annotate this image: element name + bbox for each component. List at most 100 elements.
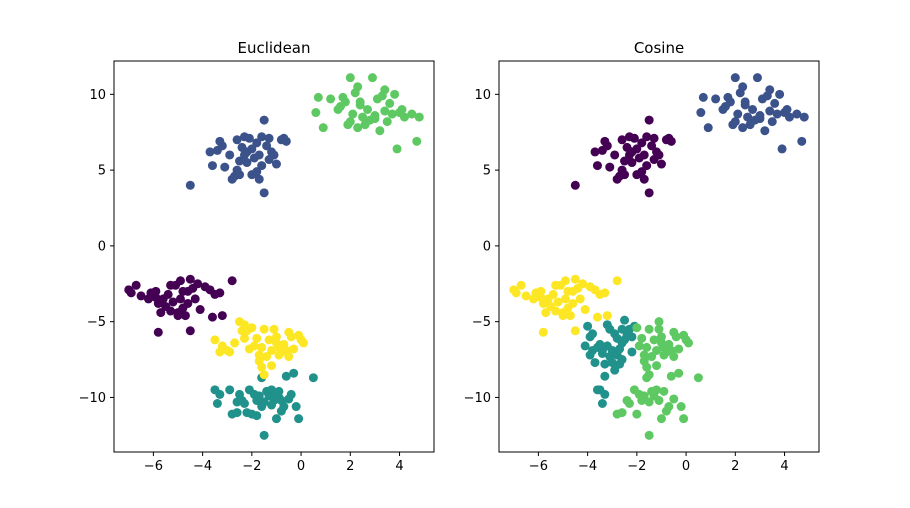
scatter-point (205, 147, 215, 157)
x-tick-label: 0 (297, 459, 305, 474)
scatter-point (392, 144, 402, 154)
scatter-point (639, 350, 649, 360)
scatter-point (738, 82, 748, 92)
scatter-point (765, 85, 775, 95)
scatter-point (232, 397, 242, 407)
scatter-point (294, 414, 304, 424)
y-tick-label: −5 (472, 315, 491, 330)
scatter-point (156, 308, 166, 318)
scatter-point (799, 112, 809, 122)
x-tick-label: 4 (395, 459, 403, 474)
y-tick-label: 5 (98, 164, 106, 179)
axes-frame (498, 60, 820, 453)
scatter-point (143, 294, 153, 304)
scatter-point (257, 402, 267, 412)
scatter-point (220, 162, 230, 172)
y-tick-label: 10 (89, 88, 106, 103)
scatter-point (175, 294, 185, 304)
x-tick-label: −2 (627, 459, 646, 474)
scatter-point (168, 297, 178, 307)
scatter-point (235, 389, 245, 399)
scatter-point (597, 399, 607, 409)
scatter-point (649, 133, 659, 143)
x-tick-label: 2 (346, 459, 354, 474)
scatter-point (644, 115, 654, 125)
scatter-point (644, 324, 654, 334)
scatter-point (153, 327, 163, 337)
scatter-point (281, 136, 291, 146)
scatter-point (738, 123, 748, 133)
x-tick-label: −6 (529, 459, 548, 474)
scatter-point (698, 92, 708, 102)
scatter-point (190, 294, 200, 304)
scatter-point (666, 371, 676, 381)
scatter-point (348, 109, 358, 119)
scatter-point (627, 347, 637, 357)
scatter-point (385, 98, 395, 108)
y-tick-label: 5 (483, 164, 491, 179)
y-tick-label: −10 (79, 391, 106, 406)
scatter-point (390, 89, 400, 99)
y-axis-ticks: −10 −5 0 5 10 (79, 88, 114, 406)
scatter-point (553, 297, 563, 307)
y-tick-label: 0 (98, 239, 106, 254)
scatter-point (516, 280, 526, 290)
scatter-point (792, 109, 802, 119)
scatter-point (600, 371, 610, 381)
scatter-point (612, 333, 622, 343)
scatter-point (669, 352, 679, 362)
scatter-point (605, 352, 615, 362)
scatter-point (592, 161, 602, 171)
scatter-point (772, 109, 782, 119)
scatter-point (367, 73, 377, 83)
scatter-point (575, 294, 585, 304)
scatter-point (711, 94, 721, 104)
scatter-point (642, 161, 652, 171)
scatter-points (124, 73, 424, 440)
x-tick-label: −6 (144, 459, 163, 474)
scatter-point (232, 408, 242, 418)
scatter-point (252, 411, 262, 421)
scatter-point (654, 150, 664, 160)
x-tick-label: −2 (242, 459, 261, 474)
scatter-point (353, 123, 363, 133)
scatter-point (257, 161, 267, 171)
scatter-point (232, 135, 242, 145)
scatter-point (664, 402, 674, 412)
scatter-point (656, 332, 666, 342)
scatter-point (629, 133, 639, 143)
scatter-point (703, 123, 713, 133)
scatter-point (656, 159, 666, 169)
scatter-point (784, 112, 794, 122)
scatter-point (610, 365, 620, 375)
scatter-point (299, 338, 309, 348)
scatter-point (617, 408, 627, 418)
scatter-point (568, 298, 578, 308)
scatter-point (215, 288, 225, 298)
scatter-point (399, 112, 409, 122)
x-tick-label: 2 (731, 459, 739, 474)
x-tick-label: −4 (193, 459, 212, 474)
scatter-point (259, 324, 269, 334)
scatter-point (674, 344, 684, 354)
scatter-point (617, 355, 627, 365)
scatter-point (257, 132, 267, 142)
scatter-point (259, 430, 269, 440)
scatter-point (207, 312, 217, 322)
scatter-point (511, 288, 521, 298)
scatter-point (215, 136, 225, 146)
scatter-point (318, 123, 328, 133)
scatter-point (259, 115, 269, 125)
scatter-point (639, 174, 649, 184)
scatter-point (259, 370, 269, 380)
scatter-point (239, 399, 249, 409)
subplot-euclidean: Euclidean −6 −4 −2 0 2 4 −10 −5 0 5 10 (79, 39, 435, 474)
scatter-point (725, 97, 735, 107)
scatter-point (215, 389, 225, 399)
scatter-point (730, 117, 740, 127)
scatter-point (775, 89, 785, 99)
scatter-point (652, 345, 662, 355)
scatter-point (284, 327, 294, 337)
